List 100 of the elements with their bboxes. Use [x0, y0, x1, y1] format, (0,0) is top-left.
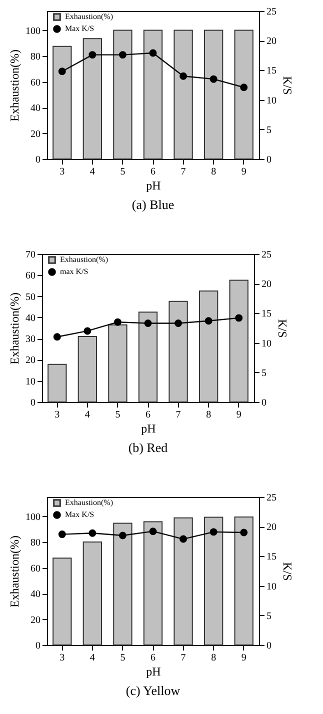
x-tick-label: 9 [241, 166, 246, 178]
y2-tick-label: 25 [266, 492, 276, 504]
y2-tick-label: 25 [266, 6, 276, 18]
legend-label: max K/S [60, 267, 88, 276]
point [118, 532, 126, 540]
point [235, 314, 243, 322]
y-tick-label: 50 [26, 292, 36, 303]
x-tick-label: 4 [90, 166, 95, 178]
y-tick-label: 30 [26, 334, 36, 346]
y2-tick-label: 10 [262, 338, 272, 350]
bar [229, 280, 248, 402]
bar [82, 38, 102, 160]
x-tick-label: 9 [241, 652, 246, 664]
x-axis-title: pH [146, 178, 162, 192]
bar [143, 521, 163, 646]
y2-axis-title: K/S [280, 562, 294, 581]
bar [174, 517, 193, 646]
bar [48, 364, 67, 402]
y-axis-title: Exhaustion(%) [8, 50, 22, 122]
y2-tick-label: 20 [266, 36, 276, 48]
x-tick-label: 7 [176, 410, 181, 420]
x-tick-label: 4 [84, 410, 90, 420]
point [53, 333, 61, 341]
y-tick-label: 40 [30, 103, 40, 114]
y2-tick-label: 5 [266, 124, 272, 136]
x-tick-label: 5 [115, 410, 120, 420]
point [240, 528, 248, 536]
y-tick-label: 80 [30, 52, 40, 63]
y-tick-label: 10 [26, 376, 36, 388]
y2-tick-label: 10 [266, 581, 276, 592]
y2-tick-label: 0 [266, 154, 272, 166]
y-tick-label: 40 [30, 589, 40, 600]
y-tick-label: 60 [30, 563, 40, 574]
x-tick-label: 6 [150, 652, 156, 664]
bar [108, 324, 128, 402]
bar [143, 30, 163, 160]
bar [174, 30, 193, 160]
bar [234, 30, 254, 160]
point [88, 51, 96, 59]
x-tick-label: 5 [120, 166, 126, 178]
x-tick-label: 6 [146, 410, 150, 420]
y2-tick-label: 15 [266, 552, 276, 563]
legend-label: Exhaustion(%) [65, 498, 114, 507]
bar [204, 30, 224, 160]
y-tick-label: 70 [26, 250, 36, 260]
x-tick-label: 3 [60, 652, 65, 664]
y-axis-title: Exhaustion(%) [8, 292, 22, 364]
point [174, 320, 182, 327]
bar [113, 30, 132, 160]
y2-axis-title: K/S [276, 319, 290, 338]
point [210, 528, 218, 536]
legend-label: Exhaustion(%) [65, 12, 114, 21]
point [149, 49, 157, 57]
y-tick-label: 60 [30, 77, 40, 88]
legend-label: Max K/S [65, 510, 94, 519]
y-tick-label: 100 [26, 26, 40, 37]
y2-tick-label: 10 [266, 95, 276, 106]
x-tick-label: 5 [120, 652, 126, 664]
legend-label: Exhaustion(%) [60, 255, 108, 264]
y-tick-label: 80 [30, 538, 40, 549]
x-tick-label: 9 [236, 410, 242, 420]
x-axis-title: pH [141, 422, 156, 436]
bar [113, 522, 132, 646]
point [118, 51, 126, 59]
point [240, 84, 248, 92]
point [58, 530, 66, 538]
y-tick-label: 100 [26, 512, 40, 523]
point [114, 318, 122, 326]
y-tick-label: 0 [30, 398, 36, 408]
bar [198, 290, 218, 402]
bar [234, 516, 254, 646]
x-tick-label: 3 [60, 166, 65, 178]
y2-tick-label: 5 [266, 610, 272, 622]
x-axis-title: pH [146, 664, 162, 678]
point [58, 68, 66, 76]
y-tick-label: 20 [30, 128, 40, 140]
y-tick-label: 0 [36, 640, 40, 652]
point [180, 72, 188, 80]
x-tick-label: 8 [206, 410, 212, 420]
x-tick-label: 6 [150, 166, 156, 178]
y-tick-label: 0 [36, 154, 40, 166]
x-tick-label: 3 [54, 410, 60, 420]
point [210, 75, 218, 83]
text: (a) Blue [132, 197, 174, 212]
bar [52, 46, 72, 160]
x-tick-label: 7 [180, 652, 186, 664]
bar [138, 312, 158, 402]
y2-tick-label: 0 [262, 398, 266, 408]
legend-label: Max K/S [65, 24, 94, 33]
y-tick-label: 20 [30, 614, 40, 626]
x-tick-label: 7 [180, 166, 186, 178]
y2-tick-label: 20 [262, 279, 272, 290]
bar [52, 558, 72, 646]
bar [204, 516, 224, 646]
y2-tick-label: 15 [262, 308, 272, 320]
text: (b) Red [128, 440, 168, 455]
point [204, 317, 212, 325]
y2-tick-label: 25 [262, 250, 272, 260]
y-tick-label: 40 [26, 312, 36, 324]
bar [82, 542, 102, 646]
